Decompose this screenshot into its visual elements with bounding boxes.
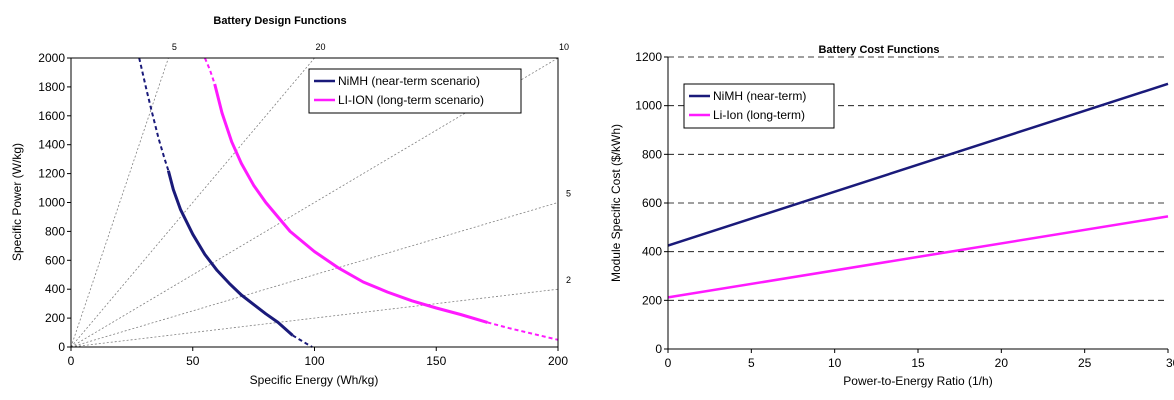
design-legend-box <box>308 68 522 114</box>
nimh-extrapolation-upper <box>138 57 170 172</box>
cost-gridlines <box>668 56 1168 301</box>
design-chart-title: Battery Design Functions <box>213 15 346 27</box>
cost-x-tick-label: 5 <box>748 356 755 370</box>
cost-y-tick-label: 1200 <box>635 50 662 64</box>
ratio-line-label-4: 5 <box>172 42 177 52</box>
liion-extrapolation-lower <box>487 321 559 341</box>
cost-x-tick-label: 30 <box>1166 356 1174 370</box>
design-y-tick-label: 0 <box>58 340 65 354</box>
cost-x-tick-label: 10 <box>828 356 842 370</box>
ratio-line-label-1: 5 <box>566 189 571 199</box>
cost-x-tick-label: 25 <box>1078 356 1092 370</box>
cost-x-tick-label: 20 <box>995 356 1009 370</box>
design-y-tick-label: 2000 <box>38 51 65 65</box>
liion-extrapolation-upper <box>203 57 216 85</box>
design-x-axis-label: Specific Energy (Wh/kg) <box>250 373 379 387</box>
cost-x-tick-label: 15 <box>911 356 925 370</box>
cost-series <box>667 82 1169 299</box>
cost-y-axis-label: Module Specific Cost ($/kWh) <box>609 124 623 282</box>
cost-x-tick-label: 0 <box>665 356 672 370</box>
design-y-ticks: 0 200 400 600 800 1000 1200 1400 1600 1800 2000 <box>38 51 71 354</box>
cost-x-ticks: 0 5 10 15 20 25 30 <box>665 349 1174 370</box>
design-y-tick-label: 1200 <box>38 167 65 181</box>
ratio-line-0 <box>70 288 559 348</box>
design-y-tick-label: 1400 <box>38 138 65 152</box>
ratio-line-3 <box>70 57 315 348</box>
design-x-tick-label: 150 <box>426 354 446 368</box>
legend-label-liion-scenario: LI-ION (long-term scenario) <box>338 93 484 107</box>
ratio-lines: 2 5 10 20 5 <box>70 42 571 348</box>
ratio-line-label-0: 2 <box>566 275 571 285</box>
legend-label-liion-long-term: Li-Ion (long-term) <box>713 108 805 122</box>
liion-design-curve <box>213 83 488 324</box>
cost-x-axis-label: Power-to-Energy Ratio (1/h) <box>843 374 992 388</box>
design-y-tick-label: 800 <box>45 224 65 238</box>
cost-y-tick-label: 0 <box>655 342 662 356</box>
design-y-tick-label: 1600 <box>38 109 65 123</box>
ratio-line-1 <box>70 202 559 348</box>
cost-functions-chart: Battery Cost Functions 02004006008001000… <box>609 44 1174 388</box>
design-y-tick-label: 1800 <box>38 80 65 94</box>
design-functions-chart: Battery Design Functions 2 5 10 20 5 0 200 400… <box>10 15 571 387</box>
cost-y-tick-label: 1000 <box>635 99 662 113</box>
cost-y-ticks: 0 200 400 600 800 1000 1200 <box>635 50 668 356</box>
design-x-tick-label: 100 <box>304 354 324 368</box>
cost-y-tick-label: 400 <box>642 245 662 259</box>
nimh-design-curve <box>166 170 294 337</box>
cost-legend-box <box>683 83 835 129</box>
design-y-tick-label: 400 <box>45 282 65 296</box>
nimh-extrapolation-lower <box>292 334 313 348</box>
cost-y-tick-label: 600 <box>642 196 662 210</box>
design-x-ticks: 0 50 100 150 200 <box>68 347 568 368</box>
design-y-tick-label: 600 <box>45 253 65 267</box>
ratio-line-4 <box>70 57 169 348</box>
ratio-line-label-3: 20 <box>315 42 325 52</box>
design-x-tick-label: 0 <box>68 354 75 368</box>
design-y-tick-label: 1000 <box>38 196 65 210</box>
design-legend: NiMH (near-term scenario) LI-ION (long-t… <box>308 68 522 114</box>
cost-legend: NiMH (near-term) Li-Ion (long-term) <box>683 83 835 129</box>
legend-label-nimh-near-term: NiMH (near-term) <box>713 89 806 103</box>
cost-chart-title: Battery Cost Functions <box>818 44 939 56</box>
legend-label-nimh-scenario: NiMH (near-term scenario) <box>338 74 480 88</box>
design-series <box>138 57 559 348</box>
ratio-line-label-2: 10 <box>559 42 569 52</box>
design-x-tick-label: 200 <box>548 354 568 368</box>
cost-y-tick-label: 800 <box>642 147 662 161</box>
design-y-axis-label: Specific Power (W/kg) <box>10 143 24 261</box>
design-x-tick-label: 50 <box>186 354 200 368</box>
nimh-cost-line <box>667 82 1169 247</box>
liion-cost-line <box>667 215 1169 299</box>
cost-y-tick-label: 200 <box>642 293 662 307</box>
design-y-tick-label: 200 <box>45 311 65 325</box>
